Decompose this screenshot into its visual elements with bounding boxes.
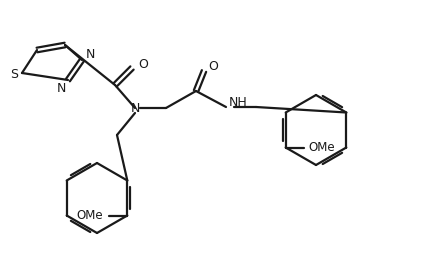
Text: NH: NH: [229, 96, 248, 109]
Text: N: N: [56, 82, 65, 96]
Text: N: N: [85, 49, 95, 62]
Text: OMe: OMe: [76, 209, 103, 222]
Text: O: O: [138, 57, 148, 70]
Text: N: N: [130, 102, 140, 115]
Text: S: S: [10, 68, 18, 80]
Text: OMe: OMe: [309, 141, 335, 154]
Text: O: O: [208, 60, 218, 73]
